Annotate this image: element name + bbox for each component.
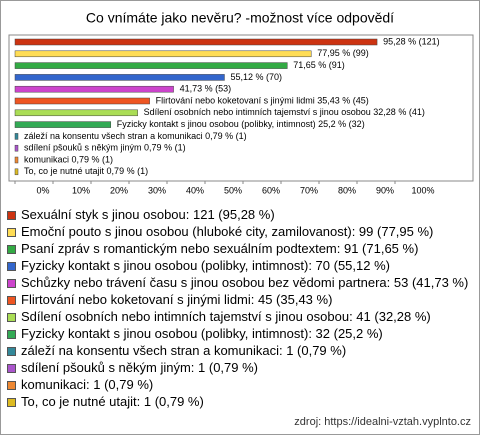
x-tick-label: 30% — [148, 185, 166, 195]
value-label: 77,95 % (99) — [317, 48, 369, 58]
bar — [14, 74, 225, 81]
x-tick-label: 100% — [411, 185, 434, 195]
x-tick-label: 0% — [36, 185, 49, 195]
value-label: 41,73 % (53) — [180, 84, 232, 94]
legend-label: Sdílení osobních nebo intimních tajemstv… — [21, 309, 431, 324]
value-label: 71,65 % (91) — [293, 60, 345, 70]
legend-item: To, co je nutné utajit: 1 (0,79 %) — [7, 394, 471, 410]
legend-swatch — [7, 381, 16, 390]
legend-label: Psaní zpráv s romantickým nebo sexuálním… — [21, 241, 419, 256]
legend-item: Emoční pouto s jinou osobou (hluboké cit… — [7, 224, 471, 240]
legend-swatch — [7, 245, 16, 254]
legend-swatch — [7, 364, 16, 373]
bar — [14, 144, 19, 152]
legend-swatch — [7, 330, 16, 339]
x-tick-label: 10% — [72, 185, 90, 195]
value-label: komunikaci 0,79 % (1) — [24, 154, 113, 164]
source: zdroj: https://idealni-vztah.vyplnto.cz — [294, 416, 471, 428]
legend-item: komunikaci: 1 (0,79 %) — [7, 377, 471, 393]
x-tick-label: 60% — [262, 185, 280, 195]
legend-item: Sdílení osobních nebo intimních tajemstv… — [7, 309, 471, 325]
legend-item: Fyzicky kontakt s jinou osobou (polibky,… — [7, 326, 471, 342]
legend-label: komunikaci: 1 (0,79 %) — [21, 377, 154, 392]
value-label: 55,12 % (70) — [230, 72, 282, 82]
legend-label: Sexuální styk s jinou osobou: 121 (95,28… — [21, 207, 275, 222]
legend-label: To, co je nutné utajit: 1 (0,79 %) — [21, 394, 204, 409]
bar — [14, 156, 19, 164]
bar — [14, 109, 138, 117]
plot: Co vnímáte jako nevěru? -možnost více od… — [8, 10, 474, 195]
x-tick-label: 70% — [300, 185, 318, 195]
legend-item: sdílení pšouků s někým jiným: 1 (0,79 %) — [7, 360, 471, 376]
legend-label: Emoční pouto s jinou osobou (hluboké cit… — [21, 224, 434, 239]
bar — [14, 168, 19, 176]
legend-swatch — [7, 279, 16, 288]
value-label: Flirtování nebo koketovaní s jinými lidm… — [156, 95, 369, 105]
bar — [14, 62, 288, 69]
legend-label: Fyzicky kontakt s jinou osobou (polibky,… — [21, 258, 390, 273]
bar — [14, 133, 19, 140]
value-label: záleží na konsentu všech stran a komunik… — [24, 131, 247, 141]
bar — [14, 97, 150, 105]
value-label: Sdílení osobních nebo intimních tajemstv… — [144, 107, 425, 117]
value-label: To, co je nutné utajit 0,79 % (1) — [24, 166, 148, 176]
legend-item: Sexuální styk s jinou osobou: 121 (95,28… — [7, 207, 471, 223]
bar — [14, 85, 174, 93]
legend-swatch — [7, 398, 16, 407]
x-tick-label: 90% — [376, 185, 394, 195]
legend-label: Schůzky nebo trávení času s jinou osobou… — [21, 275, 469, 290]
value-label: sdílení pšouků s někým jiným 0,79 % (1) — [24, 143, 186, 153]
legend-swatch — [7, 262, 16, 271]
x-tick-label: 20% — [110, 185, 128, 195]
x-tick-label: 40% — [186, 185, 204, 195]
legend-label: Fyzicky kontakt s jinou osobou (polibky,… — [21, 326, 383, 341]
plot-frame — [8, 34, 474, 182]
legend-swatch — [7, 347, 16, 356]
legend-item: záleží na konsentu všech stran a komunik… — [7, 343, 471, 359]
x-tick-label: 80% — [338, 185, 356, 195]
bar — [14, 50, 312, 58]
chart-title: Co vnímáte jako nevěru? -možnost více od… — [86, 10, 394, 26]
legend-swatch — [7, 211, 16, 220]
legend-label: Flirtování nebo koketovaní s jinými lidm… — [21, 292, 333, 307]
legend-label: záleží na konsentu všech stran a komunik… — [21, 343, 347, 358]
legend-item: Flirtování nebo koketovaní s jinými lidm… — [7, 292, 471, 308]
legend-item: Psaní zpráv s romantickým nebo sexuálním… — [7, 241, 471, 257]
legend-swatch — [7, 296, 16, 305]
legend-item: Schůzky nebo trávení času s jinou osobou… — [7, 275, 471, 291]
legend: Sexuální styk s jinou osobou: 121 (95,28… — [7, 207, 471, 411]
legend-swatch — [7, 313, 16, 322]
value-label: 95,28 % (121) — [383, 36, 440, 46]
legend-label: sdílení pšouků s někým jiným: 1 (0,79 %) — [21, 360, 258, 375]
bar — [14, 38, 378, 46]
x-tick-label: 50% — [224, 185, 242, 195]
legend-item: Fyzicky kontakt s jinou osobou (polibky,… — [7, 258, 471, 274]
bar — [14, 121, 112, 128]
legend-swatch — [7, 228, 16, 237]
value-label: Fyzicky kontakt s jinou osobou (polibky,… — [117, 119, 365, 129]
